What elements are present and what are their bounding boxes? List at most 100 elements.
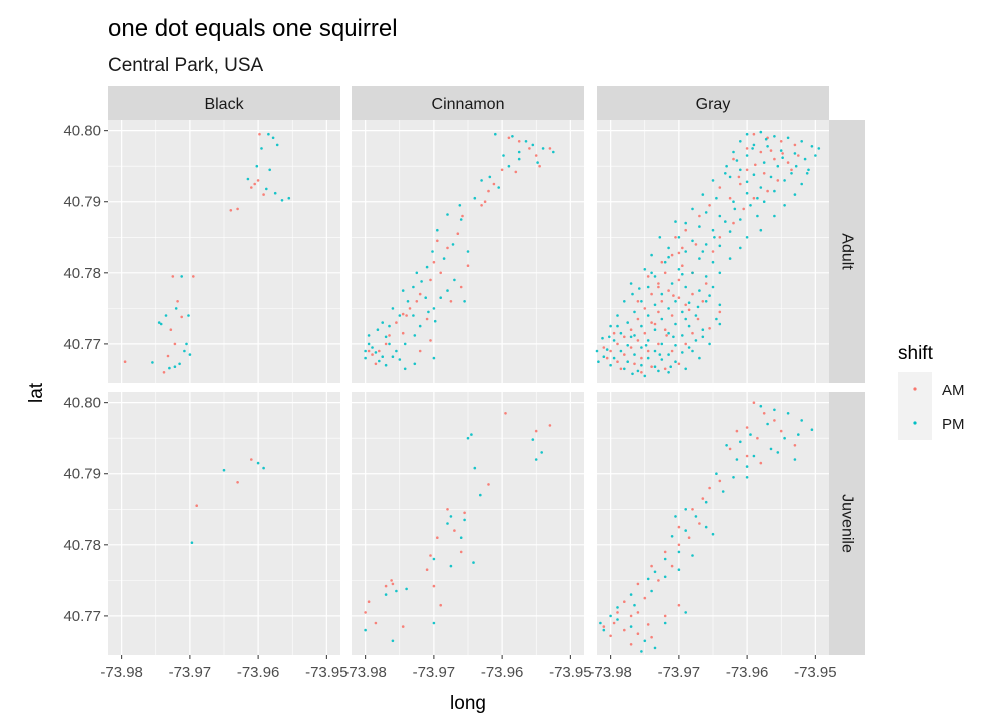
point-pm [612,339,616,342]
point-pm [674,515,677,518]
point-pm [674,360,677,364]
point-pm [488,175,492,179]
point-am [623,353,626,356]
point-pm [667,353,670,356]
point-am [162,371,166,374]
point-pm [480,179,483,182]
point-pm [646,577,650,581]
point-pm [395,349,398,353]
point-am [429,339,432,342]
point-am [636,317,640,321]
point-am [646,623,650,626]
point-pm [173,365,177,369]
point-pm [631,372,634,376]
point-pm [531,438,535,441]
point-am [657,579,660,582]
point-pm [222,468,226,472]
point-am [507,136,511,140]
point-pm [640,363,643,367]
point-pm [174,307,178,310]
point-pm [612,356,616,360]
point-pm [793,458,797,461]
point-pm [633,310,636,314]
point-pm [751,147,754,150]
panel-black-juvenile [108,392,340,655]
x-tick-label: -73.98 [100,664,143,681]
point-am [395,321,398,324]
legend-dot-pm [913,421,917,425]
strip-label-adult: Adult [839,233,856,270]
point-am [401,625,405,628]
point-pm [378,359,381,363]
y-tick-label: 40.79 [63,466,101,483]
point-am [367,600,371,603]
point-pm [367,334,371,337]
point-am [786,161,790,164]
point-am [660,260,664,264]
point-pm [663,260,667,264]
point-pm [616,606,619,609]
point-pm [759,186,763,189]
point-am [681,264,684,268]
point-am [636,300,640,303]
point-pm [691,554,694,557]
point-am [418,292,422,296]
point-pm [479,493,482,497]
point-pm [626,344,629,347]
point-pm [773,408,776,412]
point-pm [667,255,670,259]
point-pm [711,285,715,289]
point-am [602,625,606,628]
point-pm [670,282,674,285]
point-pm [696,305,700,309]
point-am [766,189,769,193]
point-am [459,550,463,554]
point-pm [684,317,687,321]
point-pm [681,272,684,276]
point-am [436,239,439,243]
point-pm [794,164,798,168]
point-am [629,614,633,618]
point-pm [739,168,742,172]
point-pm [190,541,194,544]
point-am [670,253,674,257]
point-pm [764,137,768,141]
point-am [640,356,643,360]
point-pm [395,589,398,593]
point-pm [459,218,463,221]
point-am [548,147,552,150]
point-am [691,292,694,296]
point-pm [718,244,722,248]
point-pm [732,150,735,154]
point-pm [724,220,727,223]
point-pm [691,207,694,211]
point-am [425,317,429,321]
point-am [759,461,763,465]
point-am [762,412,766,415]
point-am [711,250,715,253]
point-pm [786,136,790,140]
point-pm [371,346,374,349]
point-pm [633,353,636,356]
panel-gridlines [597,392,829,655]
x-tick-label: -73.95 [549,664,592,681]
point-pm [684,508,687,511]
point-am [487,483,490,486]
point-am [456,232,460,235]
point-am [636,582,640,586]
point-pm [364,356,367,360]
point-pm [255,164,259,168]
point-pm [384,593,388,596]
point-pm [616,618,619,621]
point-pm [684,529,687,532]
point-pm [711,532,715,536]
point-pm [691,239,694,243]
point-am [616,611,619,614]
point-pm [687,324,691,328]
point-pm [425,265,429,269]
point-pm [473,466,477,470]
point-pm [687,346,691,349]
point-pm [776,164,780,168]
point-am [653,322,657,326]
point-pm [601,336,604,340]
